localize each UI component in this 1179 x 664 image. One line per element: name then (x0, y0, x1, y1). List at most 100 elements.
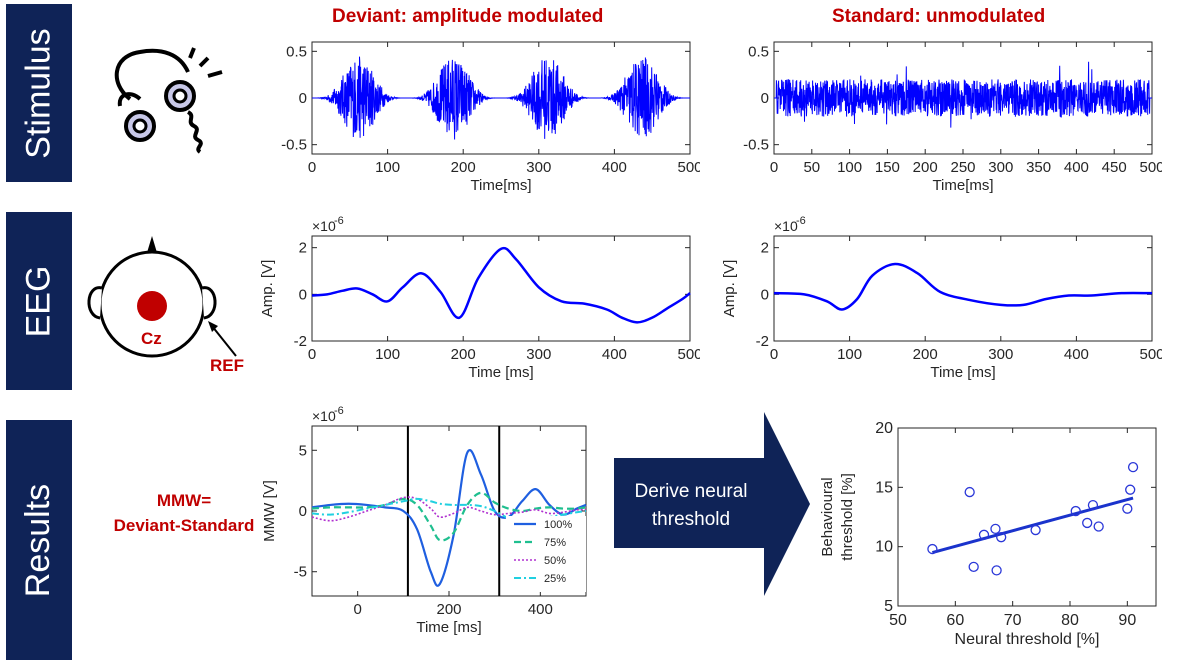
x-tick-label: 100 (837, 346, 862, 363)
x-tick-label: 200 (436, 601, 461, 618)
legend-box (506, 516, 586, 592)
scatter-point (1122, 503, 1133, 514)
x-tick-label: 400 (602, 159, 627, 176)
y-axis-label-line1: Behavioural (819, 477, 836, 556)
x-tick-label: 50 (889, 612, 907, 629)
chart-mmw: 0 200 400 5 0 -5 Time [ms] MMW [V] ×10-6 100% 75% 5… (261, 405, 587, 636)
x-tick-label: 100 (375, 159, 400, 176)
y-tick-label: 5 (884, 598, 893, 615)
x-tick-label: 90 (1118, 612, 1136, 629)
mmw-series-line (311, 449, 587, 587)
axis-scale-exponent: -6 (334, 405, 344, 417)
scatter-point (1127, 462, 1139, 473)
x-tick-label: 300 (526, 346, 551, 363)
y-tick-label: -2 (756, 333, 769, 350)
scatter-point (996, 532, 1007, 543)
y-tick-label: 15 (875, 479, 893, 496)
y-axis-label: MMW [V] (261, 480, 278, 542)
x-tick-label: 70 (1004, 612, 1022, 629)
plot-frame (773, 235, 1153, 342)
x-tick-label: 500 (1139, 159, 1162, 176)
legend-label: 75% (544, 537, 566, 549)
x-tick-label: 300 (988, 346, 1013, 363)
stimulus-waveform (312, 56, 690, 140)
scatter-point (1082, 517, 1093, 529)
y-axis-label: Amp. [V] (721, 260, 738, 318)
scatter-point (1087, 499, 1099, 511)
y-tick-label: 0 (299, 90, 307, 107)
scatter-point (927, 543, 938, 555)
x-axis-label: Time [ms] (468, 364, 533, 381)
x-axis-label: Time [ms] (416, 619, 481, 636)
legend-label: 25% (544, 573, 566, 585)
axis-scale-label: ×10 (312, 218, 336, 234)
axis-scale-exponent: -6 (334, 215, 344, 227)
y-tick-label: 10 (875, 539, 893, 556)
x-tick-label: 200 (451, 159, 476, 176)
x-tick-label: 300 (988, 159, 1013, 176)
x-tick-label: 0 (308, 159, 316, 176)
chart-stimulus-standard: 0 50 100 150 200 250 300 350 400 450 5000.50-0.5Ti… (743, 41, 1162, 194)
eeg-trace (773, 262, 1153, 311)
cz-label: Cz (141, 329, 162, 348)
scatter-point (991, 565, 1002, 576)
mmw-series-line (311, 496, 587, 522)
y-tick-label: -0.5 (281, 137, 307, 154)
x-tick-label: 500 (677, 346, 700, 363)
x-tick-label: 0 (308, 346, 316, 363)
scatter-point (978, 529, 990, 540)
plot-frame (897, 427, 1157, 607)
x-tick-label: 400 (528, 601, 553, 618)
x-tick-label: 50 (803, 159, 820, 176)
row-label-eeg: EEG (6, 212, 72, 390)
x-tick-label: 400 (602, 346, 627, 363)
y-tick-label: 0 (299, 286, 307, 303)
y-axis-label-line2: threshold [%] (839, 473, 856, 561)
y-tick-label: 5 (299, 442, 307, 459)
axis-scale-label: ×10 (774, 218, 798, 234)
x-tick-label: 60 (946, 612, 964, 629)
scatter-point (990, 523, 1001, 535)
y-tick-label: 0 (299, 503, 307, 520)
cz-electrode (137, 291, 167, 321)
x-tick-label: 200 (451, 346, 476, 363)
plot-frame (311, 235, 691, 342)
derive-arrow (614, 412, 810, 596)
y-tick-label: 0 (761, 90, 769, 107)
mmw-series-line (311, 491, 587, 542)
x-axis-label: Neural threshold [%] (955, 631, 1100, 648)
axis-scale-exponent: -6 (796, 215, 806, 227)
row-label-results: Results (6, 420, 72, 660)
y-tick-label: -2 (294, 333, 307, 350)
x-tick-label: 150 (875, 159, 900, 176)
x-tick-label: 0 (770, 159, 778, 176)
scatter-point (1070, 505, 1081, 517)
x-tick-label: 100 (375, 346, 400, 363)
listener-ear-icon (114, 47, 223, 154)
head-diagram (87, 236, 237, 358)
title-deviant: Deviant: amplitude modulated (332, 6, 604, 27)
fit-line (932, 496, 1134, 555)
scatter-point (1125, 484, 1136, 495)
x-tick-label: 200 (913, 159, 938, 176)
scatter-point (1030, 524, 1041, 536)
row-label-stimulus: Stimulus (6, 4, 72, 182)
y-axis-label: Amp. [V] (259, 260, 276, 318)
y-tick-label: 0.5 (286, 43, 307, 60)
ref-label: REF (210, 356, 244, 375)
y-tick-label: -0.5 (743, 137, 769, 154)
chart-threshold-scatter: 50 60 70 80 90 20 15 10 5 Neural threshold [%] Beh… (819, 420, 1157, 648)
y-tick-label: -5 (294, 564, 307, 581)
x-tick-label: 0 (770, 346, 778, 363)
x-tick-label: 80 (1061, 612, 1079, 629)
arrow-text: Derive neural threshold (634, 481, 748, 530)
x-axis-label: Time[ms] (932, 177, 993, 194)
y-tick-label: 2 (299, 240, 307, 257)
legend-label: 100% (544, 519, 572, 531)
y-tick-label: 20 (875, 420, 893, 437)
x-tick-label: 250 (950, 159, 975, 176)
eeg-trace (311, 246, 691, 324)
